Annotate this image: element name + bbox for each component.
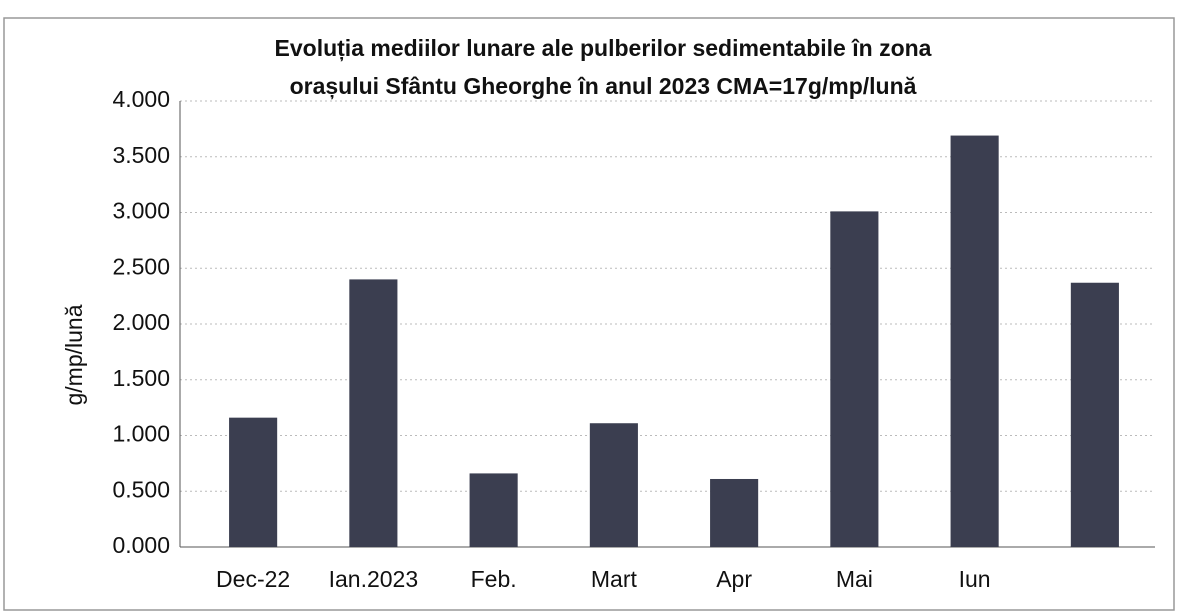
y-tick-label: 0.500 [112, 476, 170, 502]
bar [229, 417, 278, 547]
x-tick-label: Mai [836, 566, 873, 592]
y-tick-label: 3.500 [112, 142, 170, 168]
y-axis-label: g/mp/lună [61, 304, 87, 405]
bar [589, 423, 638, 547]
chart-title: orașului Sfântu Gheorghe în anul 2023 CM… [290, 73, 917, 100]
bar [830, 211, 879, 547]
x-tick-label: Mart [591, 566, 638, 592]
chart-title: Evoluția mediilor lunare ale pulberilor … [275, 35, 932, 62]
bar [710, 478, 759, 547]
y-tick-label: 1.000 [112, 421, 170, 447]
x-tick-label: Feb. [471, 566, 517, 592]
bar [950, 135, 999, 547]
bar [349, 279, 398, 547]
y-tick-label: 4.000 [112, 86, 170, 112]
y-tick-label: 0.000 [112, 532, 170, 558]
bar [469, 473, 518, 547]
x-tick-label: Dec-22 [216, 566, 290, 592]
bar [1070, 282, 1119, 547]
y-tick-label: 3.000 [112, 198, 170, 224]
x-tick-label: Ian.2023 [329, 566, 419, 592]
x-tick-label: Apr [716, 566, 752, 592]
y-tick-label: 1.500 [112, 365, 170, 391]
y-tick-label: 2.500 [112, 253, 170, 279]
chart-frame [3, 17, 1175, 611]
x-tick-label: Iun [959, 566, 991, 592]
y-tick-label: 2.000 [112, 309, 170, 335]
